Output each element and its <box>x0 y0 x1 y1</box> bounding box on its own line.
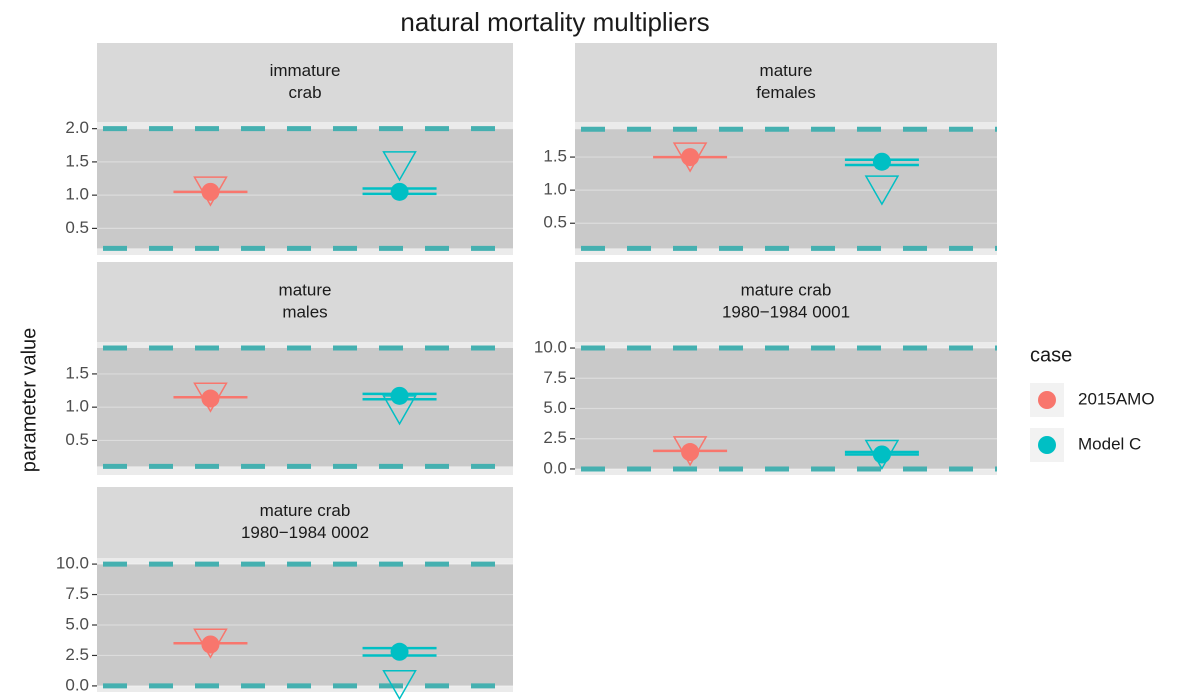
y-axis-label: parameter value <box>18 328 40 473</box>
y-tick-label: 0.0 <box>543 458 567 477</box>
y-tick-label: 5.0 <box>543 398 567 417</box>
y-tick-label: 2.5 <box>65 645 89 664</box>
estimate-point <box>872 152 891 171</box>
estimate-point <box>201 635 220 654</box>
estimate-point <box>390 182 409 201</box>
legend-label: Model C <box>1078 434 1141 453</box>
y-tick-label: 0.5 <box>543 213 567 232</box>
chart-title: natural mortality multipliers <box>400 7 709 37</box>
y-tick-label: 0.5 <box>65 430 89 449</box>
y-tick-label: 1.5 <box>543 147 567 166</box>
y-tick-label: 10.0 <box>534 338 567 357</box>
strip-label: mature crab <box>741 280 832 299</box>
y-tick-label: 1.0 <box>65 185 89 204</box>
bounds-range <box>97 128 513 249</box>
y-tick-label: 2.0 <box>65 118 89 137</box>
y-tick-label: 1.5 <box>65 363 89 382</box>
bounds-range <box>97 347 513 467</box>
legend-marker <box>1038 391 1056 409</box>
y-tick-label: 1.0 <box>65 397 89 416</box>
bounds-range <box>575 348 997 469</box>
y-tick-label: 0.0 <box>65 675 89 694</box>
y-tick-label: 1.5 <box>65 151 89 170</box>
strip <box>97 43 513 122</box>
strip <box>575 43 997 122</box>
estimate-point <box>681 443 700 462</box>
y-tick-label: 10.0 <box>56 554 89 573</box>
legend-label: 2015AMO <box>1078 389 1155 408</box>
initial-value-triangle <box>382 151 417 182</box>
strip-label: immature <box>270 61 341 80</box>
estimate-point <box>201 182 220 201</box>
initial-value-triangle <box>864 175 900 206</box>
strip-label: males <box>282 302 327 321</box>
estimate-point <box>390 642 409 661</box>
y-tick-label: 1.0 <box>543 180 567 199</box>
estimate-point <box>872 445 891 464</box>
strip <box>575 262 997 342</box>
y-tick-label: 7.5 <box>543 368 567 387</box>
y-tick-label: 0.5 <box>65 218 89 237</box>
strip-label: 1980−1984 0001 <box>722 302 850 321</box>
strip <box>97 262 513 342</box>
y-tick-label: 5.0 <box>65 614 89 633</box>
strip-label: 1980−1984 0002 <box>241 523 369 542</box>
legend-marker <box>1038 436 1056 454</box>
strip-label: mature <box>760 61 813 80</box>
y-tick-label: 2.5 <box>543 428 567 447</box>
bounds-range <box>97 564 513 686</box>
strip-label: mature <box>279 280 332 299</box>
estimate-point <box>201 389 220 408</box>
strip-label: crab <box>288 83 321 102</box>
estimate-point <box>390 386 409 405</box>
estimate-point <box>681 148 700 167</box>
strip-label: mature crab <box>260 501 351 520</box>
strip-label: females <box>756 83 816 102</box>
bounds-range <box>575 129 997 249</box>
initial-value-triangle <box>382 669 417 700</box>
y-tick-label: 7.5 <box>65 584 89 603</box>
strip <box>97 487 513 558</box>
legend-title: case <box>1030 344 1072 366</box>
